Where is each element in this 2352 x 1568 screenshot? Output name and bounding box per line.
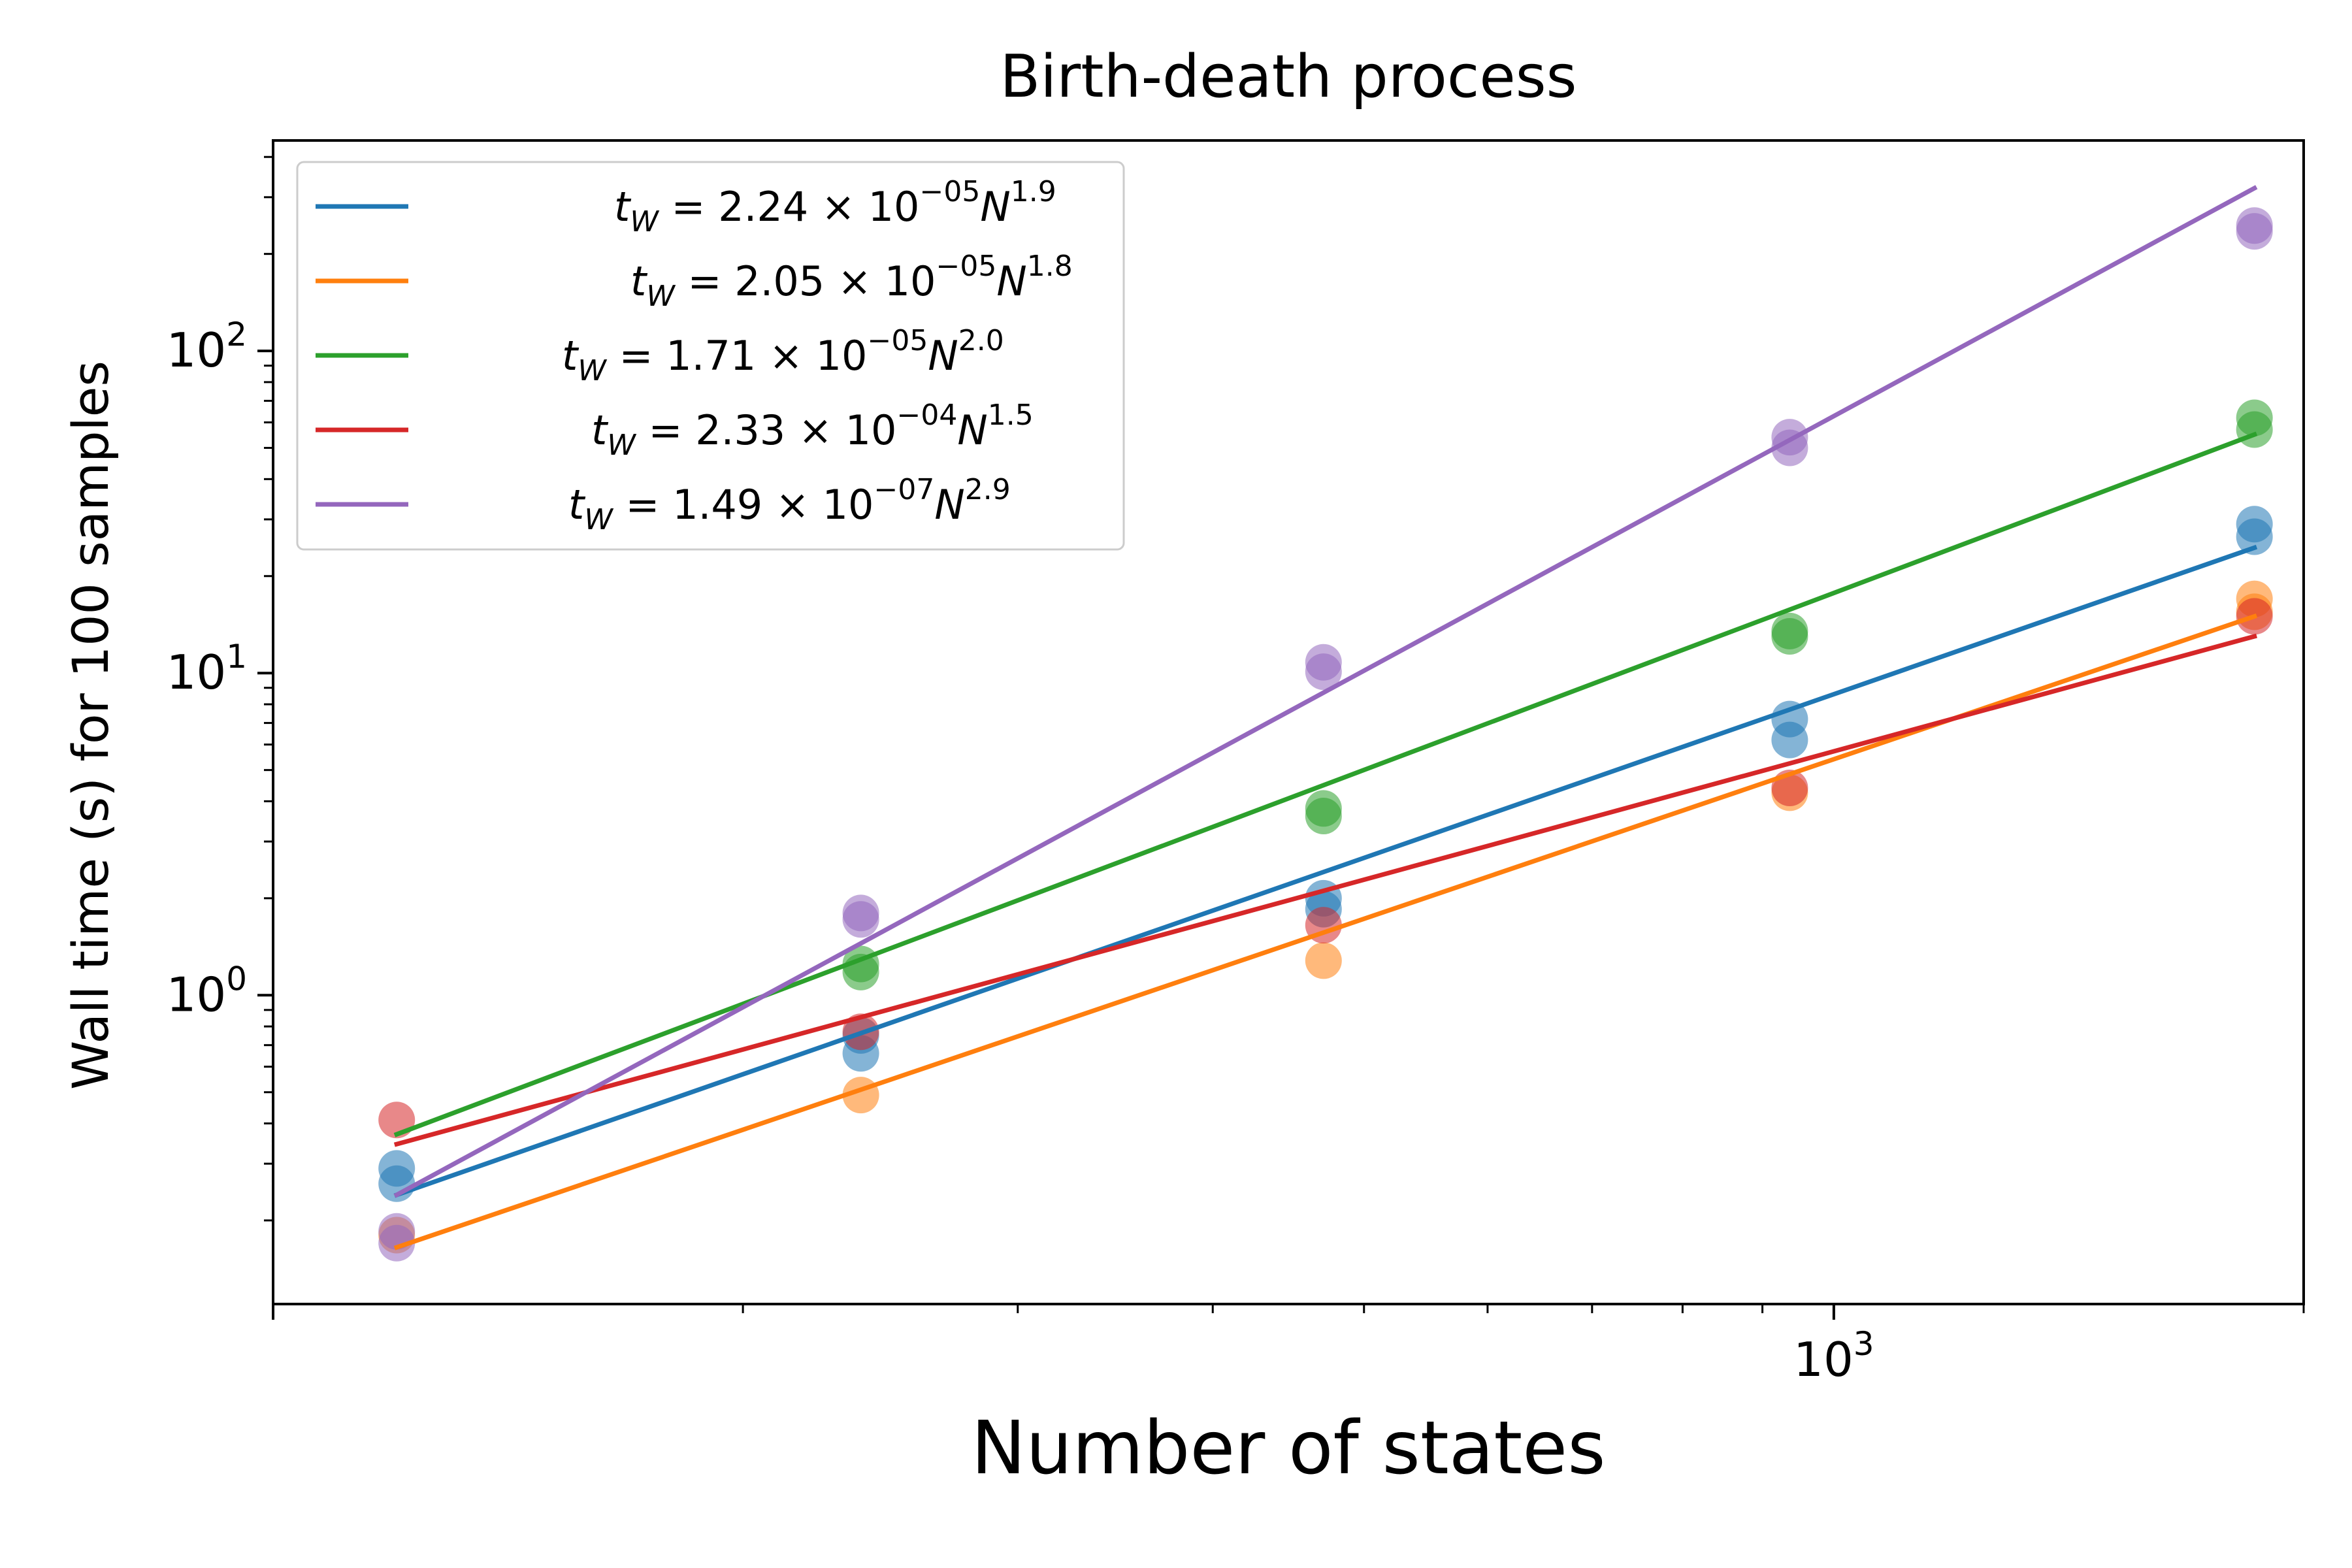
legend-fit-j-mjp: tW = 2.24 × 10−05N1.9: [614, 175, 1056, 238]
fit-line-me: [393, 185, 2258, 1198]
fit-line-j-mjp: [393, 544, 2258, 1198]
data-point-me-5: [1305, 644, 1342, 681]
data-point-me-9: [2236, 207, 2273, 244]
y-axis-label: Wall time (s) for 100 samples: [61, 361, 120, 1090]
data-point-j-mjp-9: [2236, 506, 2273, 543]
fit-line-kry: [393, 633, 2257, 1147]
legend-fit-r-mjp: tW = 2.05 × 10−05N1.8: [630, 250, 1073, 313]
x-axis-label: Number of states: [971, 1406, 1605, 1491]
legend-frame: [296, 161, 1125, 551]
fit-line-rk: [393, 431, 2258, 1137]
y-tick-label: 101: [167, 638, 247, 700]
data-point-me-7: [1771, 419, 1808, 456]
chart-title: Birth-death process: [1000, 42, 1577, 111]
legend-fit-rk: tW = 1.71 × 10−05N2.0: [562, 324, 1004, 387]
legend-fit-me: tW = 1.49 × 10−07N2.9: [568, 473, 1011, 536]
legend-fit-kry: tW = 2.33 × 10−04N1.5: [591, 399, 1034, 462]
data-point-j-mjp-7: [1771, 700, 1808, 738]
legend: tW = 2.24 × 10−05N1.9 tW = 2.05 × 10−05N1…: [296, 161, 1125, 551]
data-point-rk-5: [1771, 612, 1808, 649]
y-tick-label: 100: [167, 960, 247, 1022]
data-point-me-1: [378, 1213, 416, 1250]
axes: 103 100 101 102: [167, 139, 2305, 1387]
y-tick-label: 102: [167, 316, 247, 378]
data-point-rk-7: [2236, 399, 2273, 436]
data-point-me-3: [842, 894, 879, 932]
x-tick-label: 103: [1793, 1325, 1874, 1387]
plot-area: [378, 185, 2273, 1262]
data-point-j-mjp-1: [378, 1150, 416, 1187]
data-point-r-mjp-2: [1305, 942, 1342, 979]
data-point-rk-3: [1305, 790, 1342, 827]
